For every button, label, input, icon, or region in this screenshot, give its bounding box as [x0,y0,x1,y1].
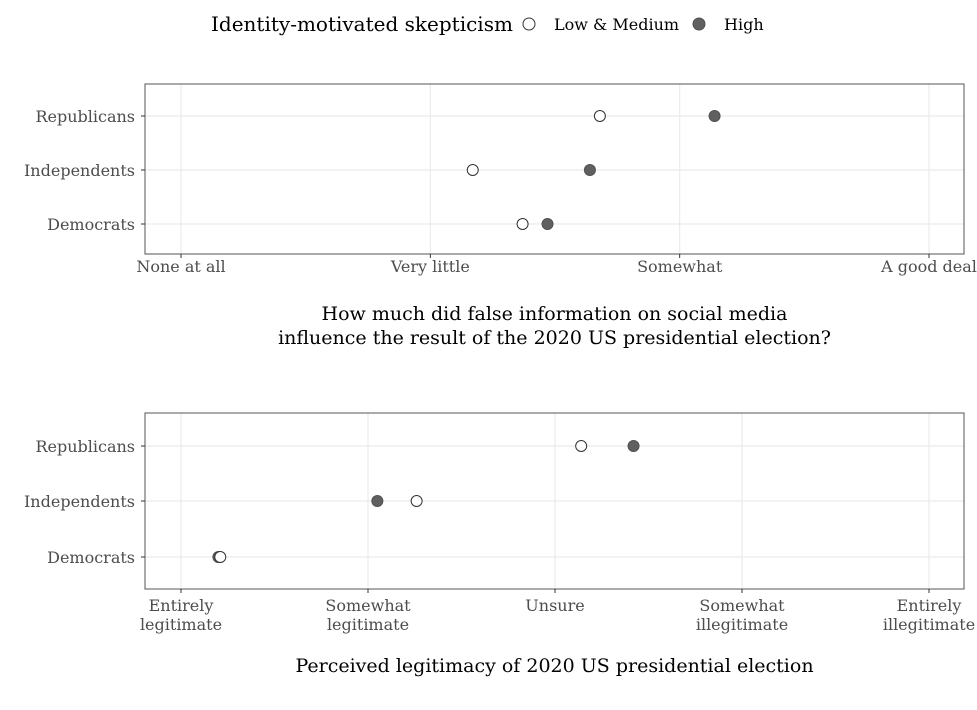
x-axis-title: How much did false information on social… [322,303,788,325]
x-tick-label: A good deal [880,257,977,276]
point-low-medium-republicans [575,440,588,452]
legend-title: Identity-motivated skepticism [211,12,513,36]
y-tick-label: Republicans [35,107,135,126]
point-high-republicans [708,110,721,122]
point-low-medium-republicans [593,110,606,122]
legend-marker-high [692,17,706,31]
x-tick-label: Somewhat [637,257,723,276]
point-high-independents [371,495,384,507]
panel-2: Republicans Independents Democrats Entirely… [24,412,975,677]
y-tick-label: Independents [24,492,135,511]
panel-border [144,83,965,255]
x-tick-label: Entirely legitimate [140,596,222,634]
point-high-democrats [541,218,554,230]
y-tick-label: Republicans [35,437,135,456]
point-low-medium-independents [410,495,423,507]
x-tick-label: Unsure [525,596,584,615]
point-low-medium-democrats [516,218,529,230]
point-low-medium-democrats [214,551,227,563]
y-tick-label: Democrats [47,548,135,567]
point-low-medium-independents [466,164,479,176]
panel-1: Republicans Independents Democrats None at … [24,83,977,349]
y-tick-label: Independents [24,161,135,180]
y-tick-label: Democrats [47,215,135,234]
point-high-republicans [627,440,640,452]
legend-marker-low-medium [522,17,536,31]
x-tick-label: Somewhat illegitimate [696,596,788,634]
legend: Identity-motivated skepticism Low & Medi… [211,12,764,36]
x-tick-label: Somewhat legitimate [325,596,411,634]
legend-label-low-medium: Low & Medium [554,15,679,34]
x-tick-label: None at all [136,257,225,276]
legend-label-high: High [724,15,764,34]
x-axis-title: influence the result of the 2020 US pres… [278,327,831,349]
point-high-independents [583,164,596,176]
x-tick-label: Very little [390,257,470,276]
x-axis-title: Perceived legitimacy of 2020 US presiden… [295,655,813,677]
x-tick-label: Entirely illegitimate [883,596,975,634]
